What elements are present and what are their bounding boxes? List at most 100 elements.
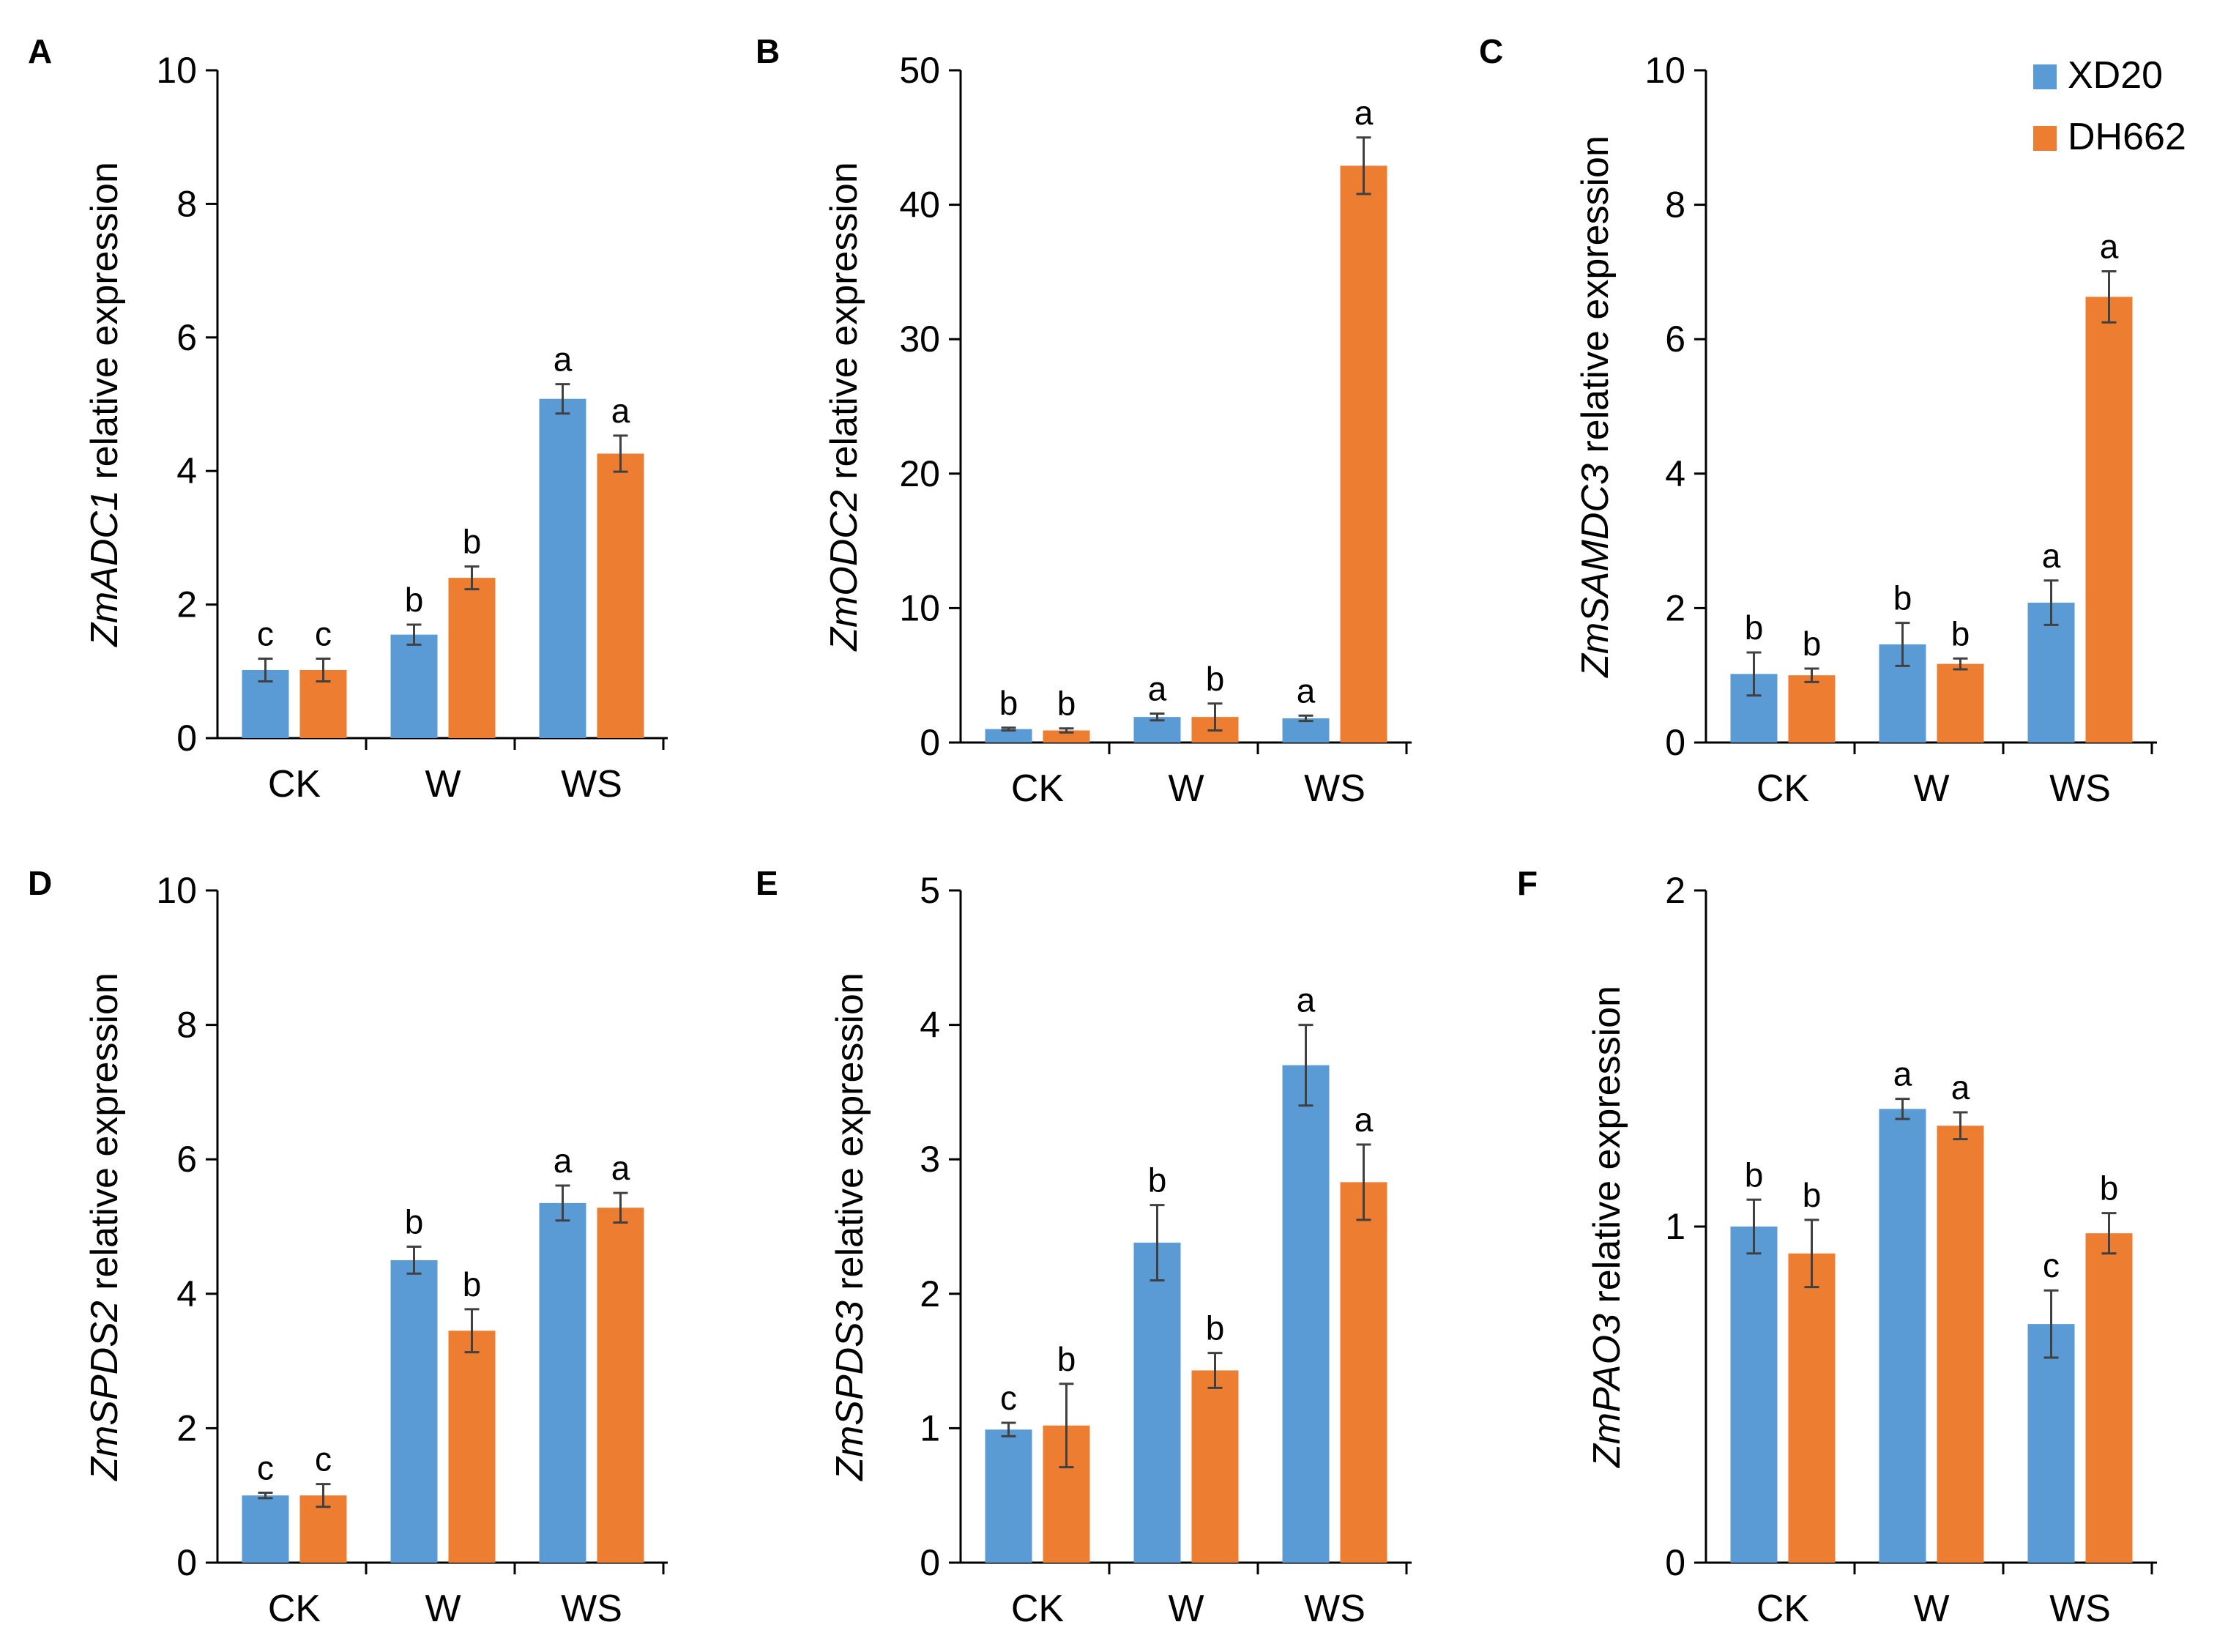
bar-xd20-w xyxy=(1879,1109,1926,1563)
significance-letter: a xyxy=(554,341,573,379)
chart-panel-A: A 0 2 4 6 8 10 ZmADC1 relative expression CK c c Wb… xyxy=(28,32,668,805)
panel-letter: B xyxy=(756,32,780,70)
significance-letter: c xyxy=(2043,1246,2060,1284)
bar-xd20-w xyxy=(390,634,438,738)
bar-dh662-ws xyxy=(2085,1233,2133,1563)
significance-letter: c xyxy=(1000,1379,1017,1417)
y-tick-label: 0 xyxy=(1665,722,1685,763)
y-tick-label: 4 xyxy=(176,450,197,491)
legend-swatch-xd20 xyxy=(2033,64,2057,89)
y-axis-label-gene: ZmADC1 xyxy=(83,490,126,648)
y-tick-label: 0 xyxy=(1665,1542,1685,1583)
legend: XD20 DH662 xyxy=(2033,54,2186,158)
bar-xd20-ck xyxy=(242,1495,289,1563)
y-tick-label: 6 xyxy=(176,1139,197,1180)
y-tick-label: 8 xyxy=(176,1005,197,1046)
y-tick-label: 6 xyxy=(1665,319,1685,360)
bar-xd20-ws xyxy=(539,1202,586,1563)
x-category-label: WS xyxy=(2049,1588,2111,1630)
significance-letter: c xyxy=(257,1449,274,1487)
significance-letter: c xyxy=(315,614,332,652)
y-tick-label: 5 xyxy=(920,870,940,911)
y-tick-label: 0 xyxy=(176,1542,197,1583)
bar-xd20-ck xyxy=(1730,1227,1778,1563)
y-axis-label-suffix: relative expression xyxy=(823,162,865,490)
x-category-label: W xyxy=(1168,767,1204,810)
legend-label-dh662: DH662 xyxy=(2068,116,2186,158)
significance-letter: b xyxy=(1745,609,1764,647)
y-axis-label-gene: ZmODC2 xyxy=(823,490,865,652)
significance-letter: a xyxy=(554,1142,573,1180)
y-axis-label: ZmODC2 relative expression xyxy=(823,162,865,652)
y-axis-label: ZmADC1 relative expression xyxy=(83,162,126,648)
x-category-label: W xyxy=(1168,1588,1204,1630)
bar-dh662-ws xyxy=(1340,165,1387,743)
significance-letter: b xyxy=(999,684,1018,722)
y-axis-label-suffix: relative expression xyxy=(83,972,126,1301)
bar-xd20-ws xyxy=(539,398,586,738)
significance-letter: a xyxy=(1297,671,1316,710)
bar-dh662-ws xyxy=(1340,1182,1387,1563)
significance-letter: b xyxy=(1745,1156,1764,1194)
y-tick-label: 0 xyxy=(920,1542,940,1583)
x-category-label: CK xyxy=(1756,1588,1810,1630)
y-tick-label: 50 xyxy=(899,50,940,91)
significance-letter: b xyxy=(463,523,482,561)
chart-panel-E: E 0 1 2 3 4 5 ZmSPDS3 relative expression CK c b Wb… xyxy=(756,864,1412,1630)
chart-panel-B: B 0 10 20 30 40 50 ZmODC2 relative expression CK… xyxy=(756,32,1412,810)
bar-xd20-ws xyxy=(1282,718,1330,743)
bar-dh662-w xyxy=(1937,663,1984,743)
y-tick-label: 3 xyxy=(920,1139,940,1180)
chart-panel-F: F 0 1 2 ZmPAO3 relative expression CK b b Wa a WS c… xyxy=(1517,864,2157,1630)
y-tick-label: 8 xyxy=(1665,185,1685,226)
x-category-label: CK xyxy=(1756,767,1810,810)
significance-letter: a xyxy=(1355,1101,1374,1139)
y-axis-label-suffix: relative expression xyxy=(1574,135,1617,464)
y-tick-label: 2 xyxy=(176,1407,197,1448)
bar-dh662-ws xyxy=(597,453,644,738)
y-tick-label: 2 xyxy=(920,1273,940,1314)
y-tick-label: 10 xyxy=(1644,50,1685,91)
significance-letter: a xyxy=(1148,670,1167,708)
y-tick-label: 40 xyxy=(899,185,940,226)
bar-dh662-ws xyxy=(597,1208,644,1563)
bar-dh662-w xyxy=(1937,1125,1984,1563)
legend-swatch-dh662 xyxy=(2033,126,2057,151)
y-tick-label: 10 xyxy=(156,870,197,911)
significance-letter: b xyxy=(1148,1161,1167,1199)
significance-letter: b xyxy=(405,581,424,619)
y-tick-label: 2 xyxy=(1665,587,1685,628)
y-axis-label: ZmPAO3 relative expression xyxy=(1586,986,1628,1469)
significance-letter: b xyxy=(405,1203,424,1241)
bar-dh662-ck xyxy=(1043,730,1090,743)
significance-letter: c xyxy=(257,614,274,652)
y-tick-label: 6 xyxy=(176,317,197,358)
panel-letter: A xyxy=(28,32,52,70)
panel-letter: D xyxy=(28,864,52,902)
significance-letter: a xyxy=(2042,537,2061,575)
significance-letter: a xyxy=(611,392,630,430)
x-category-label: CK xyxy=(268,1588,321,1630)
x-category-label: W xyxy=(1913,767,1949,810)
bar-xd20-w xyxy=(1133,1243,1181,1563)
bar-dh662-ck xyxy=(1788,675,1836,743)
y-tick-label: 1 xyxy=(920,1407,940,1448)
bar-dh662-w xyxy=(448,1331,496,1563)
y-tick-label: 2 xyxy=(176,584,197,625)
y-tick-label: 1 xyxy=(1665,1206,1685,1247)
bar-xd20-ck xyxy=(985,1429,1032,1563)
y-tick-label: 30 xyxy=(899,319,940,360)
significance-letter: a xyxy=(2100,227,2119,265)
significance-letter: b xyxy=(2100,1169,2119,1208)
significance-letter: b xyxy=(1057,685,1076,723)
x-category-label: WS xyxy=(561,1588,622,1630)
y-axis-label-gene: ZmSPDS2 xyxy=(83,1301,126,1482)
x-category-label: WS xyxy=(2049,767,2111,810)
y-tick-label: 2 xyxy=(1665,870,1685,911)
y-axis-label-gene: ZmSPDS3 xyxy=(829,1301,871,1482)
bar-xd20-ws xyxy=(2027,603,2075,743)
y-tick-label: 8 xyxy=(176,183,197,224)
y-axis-label-suffix: relative expression xyxy=(83,162,126,490)
bar-dh662-ws xyxy=(2085,297,2133,743)
chart-panel-D: D 0 2 4 6 8 10 ZmSPDS2 relative expression CK c c W… xyxy=(28,864,668,1630)
